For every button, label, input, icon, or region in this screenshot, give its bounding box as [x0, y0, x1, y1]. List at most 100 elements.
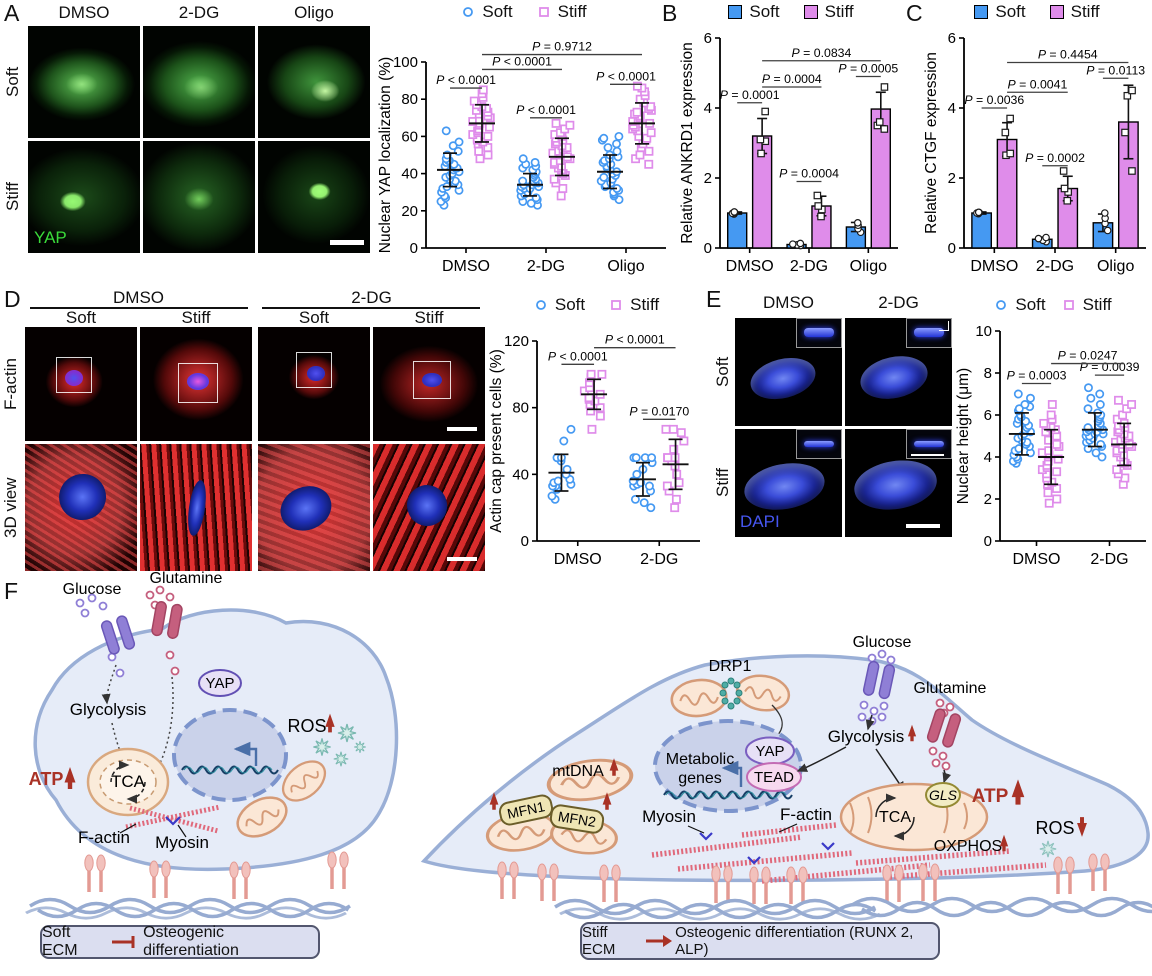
side-view-inset — [796, 429, 842, 459]
micrograph-yap-stiff-2dg — [143, 141, 255, 253]
svg-text:P = 0.0834: P = 0.0834 — [792, 46, 852, 60]
ros-star-icon — [1039, 840, 1057, 858]
mtdna-label: mtDNA — [552, 763, 604, 780]
micrograph-factin-soft-dmso — [25, 327, 137, 441]
drp1-ring-icon — [719, 677, 743, 710]
panel-c-legend: Soft Stiff — [922, 0, 1152, 22]
legend-stiff-label: Stiff — [1082, 295, 1112, 314]
svg-text:2: 2 — [948, 170, 956, 187]
stiff-marker-icon — [1063, 300, 1074, 310]
soft-marker-icon — [463, 7, 474, 17]
svg-text:2-DG: 2-DG — [527, 258, 565, 275]
osteogenic-label: Osteogenic differentiation — [143, 924, 239, 959]
panel-b-legend: Soft Stiff — [678, 0, 904, 22]
side-view-inset — [796, 318, 842, 348]
stress-fibers — [651, 822, 1047, 884]
zoom-region-box — [296, 352, 333, 389]
legend-item-stiff: Stiff — [803, 2, 854, 22]
legend-soft-label: Soft — [554, 295, 586, 314]
svg-text:6: 6 — [704, 30, 712, 47]
tca-mitochondrion: TCA — [86, 747, 170, 817]
legend-item-stiff: Stiff — [609, 295, 659, 315]
transcription-arrow-icon — [233, 741, 258, 766]
legend-item-stiff: Stiff — [1049, 2, 1100, 22]
legend-soft-label: Soft — [995, 2, 1026, 21]
dna-icon — [181, 765, 279, 775]
myosin-pointer — [687, 825, 705, 834]
yap-label: YAP — [206, 675, 235, 692]
svg-text:2-DG: 2-DG — [1036, 258, 1074, 275]
micrograph-yap-soft-oligo — [258, 26, 370, 138]
stiff-swatch-icon — [803, 5, 818, 19]
svg-text:P = 0.0247: P = 0.0247 — [1058, 349, 1118, 363]
scale-bar — [330, 240, 364, 245]
svg-text:0: 0 — [410, 240, 418, 257]
stiff-ecm-conclusion: Stiff ECM Osteogenic differentiation (RU… — [580, 922, 940, 960]
panel-d-col-soft2: Soft — [298, 308, 330, 327]
panel-d-col-stiff2: Stiff — [414, 308, 444, 327]
svg-text:20: 20 — [401, 203, 418, 220]
panel-d-label: D — [4, 286, 21, 312]
micrograph-3d-stiff-2dg — [373, 444, 485, 571]
svg-text:2: 2 — [984, 491, 992, 508]
svg-text:P = 0.0004: P = 0.0004 — [762, 72, 822, 86]
ecm-fibers — [553, 896, 1152, 921]
factin-pointer — [778, 823, 798, 833]
svg-text:60: 60 — [401, 128, 418, 145]
panel-d-col-soft1: Soft — [65, 308, 97, 327]
panel-e-row-stiff: Stiff — [713, 468, 732, 498]
svg-text:P < 0.0001: P < 0.0001 — [596, 69, 656, 83]
micrograph-nucleus-stiff-dmso — [735, 429, 842, 537]
inset-scale-bar — [911, 454, 945, 456]
micrograph-factin-soft-2dg — [258, 327, 370, 441]
svg-text:6: 6 — [984, 407, 992, 424]
dna-strand2-icon — [183, 766, 273, 774]
svg-text:P = 0.4454: P = 0.4454 — [1038, 48, 1098, 62]
svg-text:DMSO: DMSO — [1013, 551, 1061, 568]
legend-item-stiff: Stiff — [1062, 295, 1112, 315]
myosin-icon — [165, 816, 181, 826]
legend-item-soft: Soft — [461, 2, 513, 22]
svg-text:100: 100 — [393, 54, 418, 71]
group-underline — [262, 307, 480, 309]
xz-axis-icon — [939, 321, 949, 331]
svg-text:P = 0.0004: P = 0.0004 — [779, 167, 839, 181]
micrograph-3d-soft-2dg — [258, 444, 370, 571]
tca-label: TCA — [111, 772, 146, 791]
gls-enzyme — [925, 782, 961, 808]
svg-text:P < 0.0001: P < 0.0001 — [436, 73, 496, 87]
stiff-swatch-icon — [1049, 5, 1064, 19]
glucose-label: Glucose — [63, 581, 122, 598]
micrograph-yap-stiff-oligo — [258, 141, 370, 253]
legend-soft-label: Soft — [1015, 295, 1046, 314]
soft-marker-icon — [535, 300, 546, 310]
nucleus-3d — [746, 351, 821, 406]
svg-text:120: 120 — [504, 333, 529, 350]
nucleus-3d — [856, 350, 932, 405]
legend-stiff-label: Stiff — [557, 2, 587, 21]
micrograph-nucleus-soft-2dg — [845, 318, 952, 426]
micrograph-nucleus-soft-dmso — [735, 318, 842, 426]
legend-stiff-label: Stiff — [824, 2, 854, 21]
stiff-cell: DRP1 Metabolic genes YAP TEAD mtDNA — [420, 634, 1152, 921]
legend-stiff-label: Stiff — [1070, 2, 1100, 21]
mfn1-badge: MFN1 — [498, 794, 554, 826]
nucleus — [274, 479, 339, 539]
legend-soft-label: Soft — [482, 2, 513, 21]
svg-text:0: 0 — [984, 533, 992, 550]
panel-e-legend: Soft Stiff — [954, 293, 1152, 315]
glutamine-dots — [145, 585, 180, 676]
ecm-fibers — [24, 897, 352, 920]
svg-text:P = 0.0036: P = 0.0036 — [964, 93, 1024, 107]
panel-d-col-stiff1: Stiff — [181, 308, 211, 327]
svg-text:P = 0.0003: P = 0.0003 — [1007, 369, 1067, 383]
svg-text:P = 0.0170: P = 0.0170 — [629, 404, 689, 418]
dna-strand2-icon — [665, 791, 787, 799]
pathway-diagram: Glucose Glutamine Glycolysis YAP — [24, 570, 1152, 921]
osteogenic-runx-label: Osteogenic differentiation (RUNX 2, ALP) — [675, 924, 914, 958]
panel-d-plot: 0 40 80 120 Actin cap present cells (%) DMSO 2… — [487, 315, 706, 580]
legend-item-stiff: Stiff — [537, 2, 587, 22]
panel-e-row-soft: Soft — [713, 356, 732, 388]
svg-text:Oligo: Oligo — [1097, 258, 1134, 275]
